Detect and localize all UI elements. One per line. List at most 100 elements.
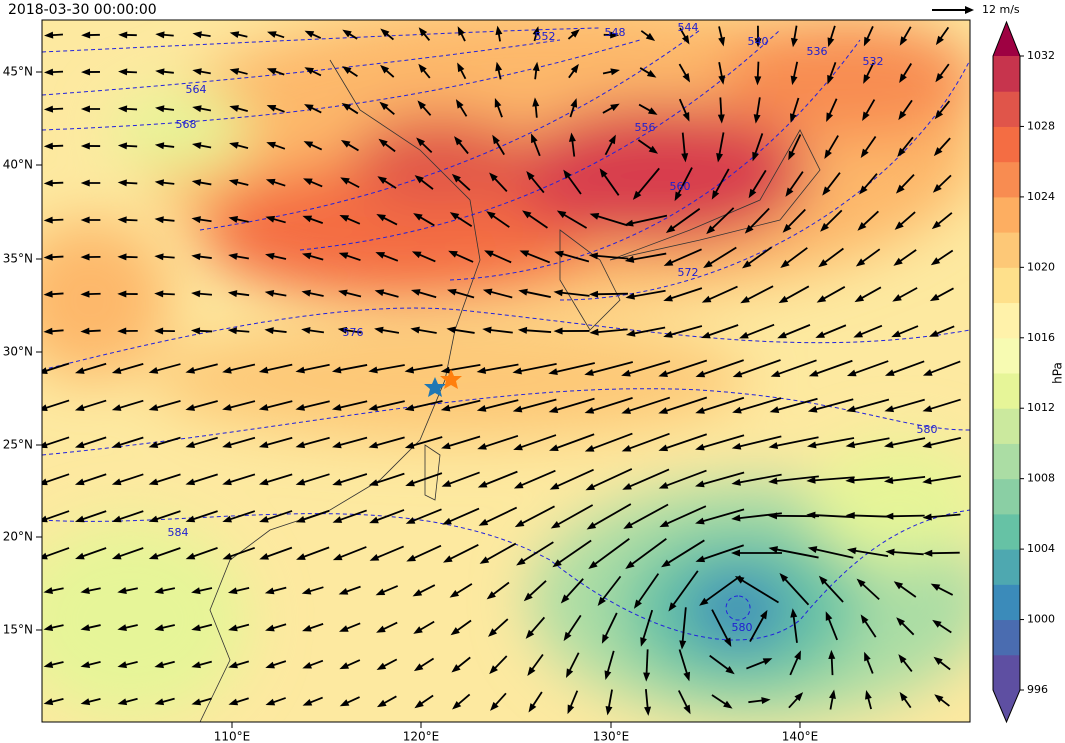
contour-label: 536 — [807, 45, 828, 58]
wind-arrow-head — [658, 482, 669, 489]
wind-arrow — [771, 547, 819, 559]
contour-line — [42, 27, 601, 53]
wind-arrow-head — [624, 219, 634, 227]
wind-arrow-head — [442, 517, 452, 525]
wind-arrow-head — [489, 665, 498, 675]
wind-arrow — [887, 398, 925, 412]
wind-arrow — [444, 471, 480, 487]
wind-arrow-head — [265, 252, 275, 260]
wind-arrow-head — [229, 68, 240, 75]
wind-arrow-head — [44, 31, 54, 39]
wind-arrow — [849, 360, 889, 376]
wind-arrow-head — [369, 554, 380, 561]
wind-arrow-head — [487, 628, 498, 637]
wind-arrow-head — [416, 137, 426, 147]
wind-arrow-head — [818, 259, 828, 268]
wind-arrow-head — [43, 698, 54, 706]
wind-arrow-head — [532, 97, 540, 107]
wind-arrow-head — [155, 68, 165, 76]
wind-arrow-head — [514, 519, 525, 528]
wind-arrow-head — [148, 366, 159, 374]
wind-arrow-head — [663, 259, 674, 266]
wind-arrow-head — [779, 573, 789, 583]
wind-arrow-head — [512, 367, 522, 375]
wind-arrow-head — [899, 691, 908, 702]
wind-arrow-head — [340, 140, 351, 148]
wind-arrow — [516, 469, 556, 489]
wind-arrow-head — [846, 369, 857, 377]
wind-arrow-head — [623, 521, 633, 529]
wind-arrow-head — [646, 69, 657, 78]
wind-arrow — [479, 363, 519, 373]
wind-arrow-head — [933, 147, 943, 157]
contour-label: 572 — [678, 266, 699, 279]
wind-arrow — [552, 504, 594, 528]
wind-arrow-head — [695, 517, 705, 525]
wind-arrow-head — [117, 661, 128, 669]
wind-arrow-head — [586, 521, 597, 530]
lat-label: 35°N — [3, 252, 33, 266]
wind-arrow-head — [81, 68, 91, 76]
colorbar-segment — [993, 549, 1020, 585]
wind-arrow-head — [495, 61, 503, 72]
wind-arrow — [445, 543, 479, 563]
wind-arrow-head — [752, 151, 759, 162]
lat-label: 15°N — [3, 623, 33, 637]
wind-arrow-head — [701, 295, 712, 303]
wind-arrow-head — [717, 114, 725, 124]
wind-arrow-head — [185, 552, 196, 560]
contour-line — [42, 509, 970, 641]
wind-arrow — [551, 397, 595, 413]
wind-arrow-head — [228, 215, 239, 223]
wind-arrow-head — [885, 548, 895, 556]
wind-arrow-head — [864, 651, 871, 662]
wind-arrow-head — [788, 150, 796, 161]
lat-label: 40°N — [3, 158, 33, 172]
contour-line — [42, 307, 970, 371]
wind-arrow-head — [446, 326, 456, 334]
wind-arrow-head — [413, 213, 423, 221]
wind-arrow-head — [457, 62, 465, 73]
wind-arrow — [711, 609, 731, 645]
wind-arrow-head — [81, 31, 91, 39]
wind-arrow-head — [442, 555, 453, 563]
colorbar-tick-label: 1024 — [1027, 190, 1055, 203]
wind-arrow-head — [154, 327, 164, 335]
wind-arrow-head — [934, 110, 944, 120]
lon-label: 110°E — [214, 730, 251, 743]
wind-arrow-head — [663, 331, 673, 338]
wind-arrow-head — [744, 224, 754, 234]
wind-arrow-head — [550, 521, 561, 529]
wind-arrow-head — [845, 441, 856, 449]
wind-arrow-head — [117, 327, 127, 335]
wind-arrow-head — [695, 370, 706, 378]
wind-arrow-head — [608, 134, 616, 145]
wind-arrow-head — [935, 72, 944, 83]
wind-arrow — [810, 398, 854, 412]
wind-arrow-head — [732, 370, 743, 378]
wind-arrow-head — [227, 327, 237, 335]
wind-arrow-head — [935, 35, 944, 46]
wind-arrow — [592, 213, 628, 227]
wind-arrow-head — [266, 68, 277, 75]
wind-arrow-head — [862, 111, 870, 122]
wind-arrow-head — [229, 142, 239, 149]
wind-arrow-head — [302, 215, 313, 223]
wind-arrow-head — [706, 225, 716, 235]
wind-arrow-head — [418, 27, 428, 37]
wind-arrow — [634, 167, 660, 199]
wind-arrow-head — [518, 288, 528, 296]
wind-arrow-head — [827, 37, 835, 47]
wind-arrow-head — [111, 515, 122, 523]
contour-label: 568 — [176, 118, 197, 131]
wind-arrow-head — [854, 294, 865, 303]
wind-arrow-head — [417, 100, 427, 110]
wind-arrow — [515, 398, 557, 412]
wind-arrow — [809, 437, 855, 447]
wind-arrow-head — [265, 698, 276, 706]
wind-arrow — [665, 287, 703, 301]
wind-arrow-head — [633, 599, 642, 609]
wind-arrow-head — [846, 547, 857, 555]
wind-arrow-head — [43, 142, 53, 150]
